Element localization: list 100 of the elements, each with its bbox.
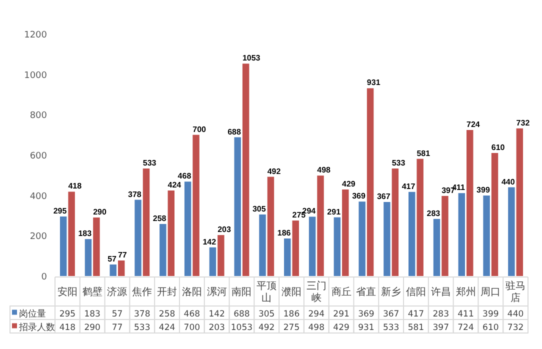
bar bbox=[110, 264, 116, 276]
data-label: 440 bbox=[501, 177, 516, 186]
data-label: 492 bbox=[267, 166, 282, 176]
bar bbox=[259, 214, 266, 276]
bar bbox=[68, 192, 75, 276]
text: 492 bbox=[258, 322, 275, 333]
data-label: 732 bbox=[516, 118, 530, 128]
bar bbox=[308, 216, 316, 276]
data-label: 142 bbox=[202, 237, 217, 246]
x-tick-label: 濮阳 bbox=[282, 286, 302, 298]
text: 183 bbox=[84, 309, 100, 320]
y-tick-label: 1000 bbox=[24, 70, 48, 81]
text: 291 bbox=[333, 309, 350, 320]
bar bbox=[209, 247, 216, 276]
bar bbox=[142, 168, 150, 276]
data-label: 429 bbox=[342, 179, 356, 188]
bar bbox=[392, 168, 399, 276]
text: 203 bbox=[208, 322, 225, 333]
text: 700 bbox=[184, 322, 200, 333]
x-tick-label: 周口 bbox=[480, 287, 501, 298]
text: 724 bbox=[458, 322, 474, 333]
legend-label: 招录人数 bbox=[18, 322, 55, 333]
bar bbox=[442, 196, 448, 276]
data-label: 688 bbox=[228, 127, 242, 136]
bar bbox=[118, 260, 125, 276]
data-label: 77 bbox=[118, 250, 128, 260]
text: 533 bbox=[382, 322, 400, 333]
bar bbox=[466, 130, 474, 276]
x-tick-label: 开封 bbox=[157, 286, 178, 298]
x-tick-label: 焦作 bbox=[132, 286, 152, 298]
x-tick-label: 南阳 bbox=[232, 286, 252, 298]
bar bbox=[483, 196, 490, 276]
bar bbox=[242, 64, 250, 276]
data-label: 724 bbox=[466, 120, 480, 129]
legend-label: 岗位量 bbox=[19, 308, 46, 320]
text: 295 bbox=[59, 309, 76, 320]
data-label: 533 bbox=[142, 158, 157, 168]
bar bbox=[234, 137, 241, 276]
data-label: 610 bbox=[491, 142, 506, 152]
x-tick-label: 驻马店 bbox=[506, 280, 526, 304]
data-label: 418 bbox=[68, 182, 82, 191]
x-tick-label: 商丘 bbox=[331, 286, 352, 298]
x-tick-label: 漯河 bbox=[206, 286, 227, 298]
text: 440 bbox=[507, 309, 524, 320]
text: 258 bbox=[158, 309, 176, 320]
data-label: 399 bbox=[476, 186, 490, 195]
data-label: 931 bbox=[366, 78, 381, 88]
data-label: 424 bbox=[168, 180, 182, 190]
bar bbox=[433, 218, 440, 276]
data-label: 305 bbox=[252, 204, 266, 214]
y-tick-label: 0 bbox=[41, 272, 48, 282]
data-label: 183 bbox=[78, 229, 92, 238]
text: 142 bbox=[208, 309, 225, 320]
x-tick-label: 省直 bbox=[356, 286, 376, 298]
data-label: 378 bbox=[128, 190, 142, 199]
data-label: 369 bbox=[352, 192, 366, 201]
x-tick-label: 安阳 bbox=[57, 286, 78, 298]
x-tick-label: 济源 bbox=[107, 286, 128, 298]
bar bbox=[192, 134, 200, 276]
text: 397 bbox=[432, 322, 449, 333]
text: 399 bbox=[482, 309, 499, 320]
text: 424 bbox=[158, 322, 176, 333]
text: 417 bbox=[408, 309, 424, 320]
y-tick-label: 200 bbox=[30, 232, 48, 242]
text: 369 bbox=[358, 309, 374, 320]
data-label: 283 bbox=[426, 208, 441, 218]
text: 290 bbox=[84, 322, 100, 333]
y-tick-label: 1200 bbox=[24, 30, 48, 40]
bar bbox=[93, 218, 100, 276]
text: 688 bbox=[234, 309, 250, 320]
text: 275 bbox=[283, 322, 300, 333]
data-label: 581 bbox=[416, 148, 431, 158]
text: 283 bbox=[432, 309, 449, 320]
text: 367 bbox=[382, 309, 400, 320]
data-label: 203 bbox=[218, 225, 232, 234]
x-tick-label: 平顶山 bbox=[256, 281, 277, 304]
data-label: 498 bbox=[317, 166, 332, 175]
data-label: 290 bbox=[93, 208, 107, 217]
bar bbox=[292, 220, 299, 276]
text: 581 bbox=[408, 322, 424, 333]
text: 931 bbox=[358, 322, 374, 333]
text: 378 bbox=[134, 309, 150, 320]
x-tick-label: 信阳 bbox=[406, 286, 426, 298]
x-tick-label: 许昌 bbox=[430, 286, 451, 298]
bar bbox=[60, 216, 67, 276]
data-label: 1053 bbox=[242, 54, 261, 63]
text: 57 bbox=[112, 309, 123, 320]
text: 305 bbox=[258, 309, 275, 320]
bar bbox=[168, 190, 174, 276]
bar bbox=[358, 202, 366, 276]
text: 411 bbox=[458, 309, 474, 320]
bar bbox=[508, 187, 515, 276]
x-tick-label: 三门峡 bbox=[306, 280, 326, 304]
bar bbox=[267, 176, 274, 276]
data-label: 186 bbox=[277, 228, 292, 238]
bar bbox=[218, 235, 224, 276]
bar bbox=[84, 239, 92, 276]
x-tick-label: 鹤壁 bbox=[82, 286, 102, 298]
text: 732 bbox=[507, 322, 524, 333]
text: 1053 bbox=[230, 322, 253, 333]
